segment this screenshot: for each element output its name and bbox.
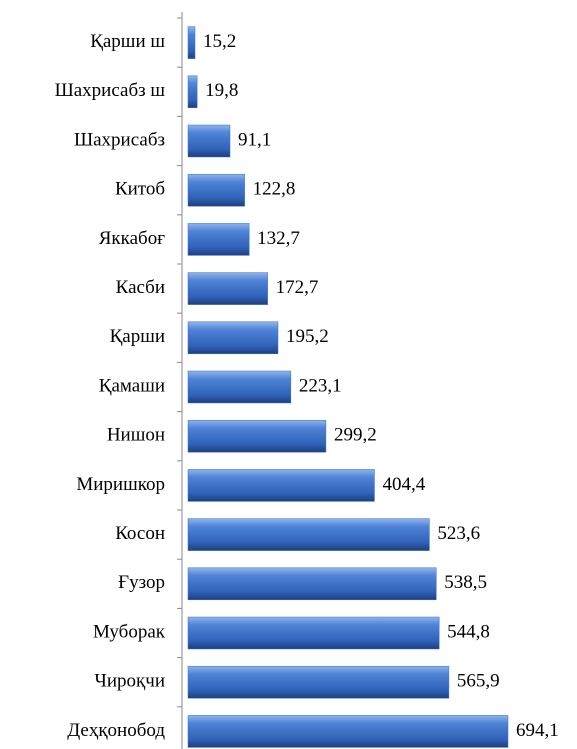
value-label: 132,7 xyxy=(257,228,300,249)
bar xyxy=(187,173,245,207)
category-label: Косон xyxy=(115,523,165,544)
bar xyxy=(187,223,250,256)
value-label: 565,9 xyxy=(457,671,500,692)
value-label: 523,6 xyxy=(437,523,480,544)
bar xyxy=(187,469,375,502)
bar xyxy=(187,75,198,109)
bar xyxy=(187,518,430,551)
bar xyxy=(187,321,279,355)
value-label: 404,4 xyxy=(382,474,425,495)
bar xyxy=(187,715,509,748)
category-label: Шахрисабз xyxy=(74,129,165,150)
category-label: Қамаши xyxy=(99,375,165,396)
category-label: Касби xyxy=(116,277,165,298)
value-label: 299,2 xyxy=(334,425,377,446)
bar xyxy=(187,26,196,59)
bar xyxy=(187,370,292,404)
category-label: Нишон xyxy=(107,425,165,446)
category-label: Шахрисабз ш xyxy=(55,80,166,101)
category-label: Ғузор xyxy=(118,572,165,593)
value-label: 195,2 xyxy=(286,326,329,347)
category-label: Муборак xyxy=(93,621,166,642)
value-label: 15,2 xyxy=(203,31,236,52)
value-label: 91,1 xyxy=(238,129,271,150)
category-label: Китоб xyxy=(115,179,165,200)
category-label: Яккабоғ xyxy=(99,228,165,249)
value-label: 544,8 xyxy=(447,621,490,642)
value-label: 122,8 xyxy=(253,179,296,200)
value-label: 19,8 xyxy=(205,80,238,101)
category-label: Қарши xyxy=(110,326,165,347)
category-label: Деҳқонобод xyxy=(67,720,165,741)
category-label: Қарши ш xyxy=(90,31,165,52)
bar xyxy=(187,616,440,650)
bar xyxy=(187,124,231,158)
category-label: Миришкор xyxy=(76,474,165,495)
bar xyxy=(187,272,268,305)
value-label: 538,5 xyxy=(444,572,487,593)
category-label: Чироқчи xyxy=(95,671,165,692)
value-label: 223,1 xyxy=(299,375,342,396)
value-label: 172,7 xyxy=(276,277,319,298)
bar xyxy=(187,419,327,453)
value-label: 694,1 xyxy=(516,720,559,741)
bar xyxy=(187,665,450,699)
bar xyxy=(187,567,437,601)
